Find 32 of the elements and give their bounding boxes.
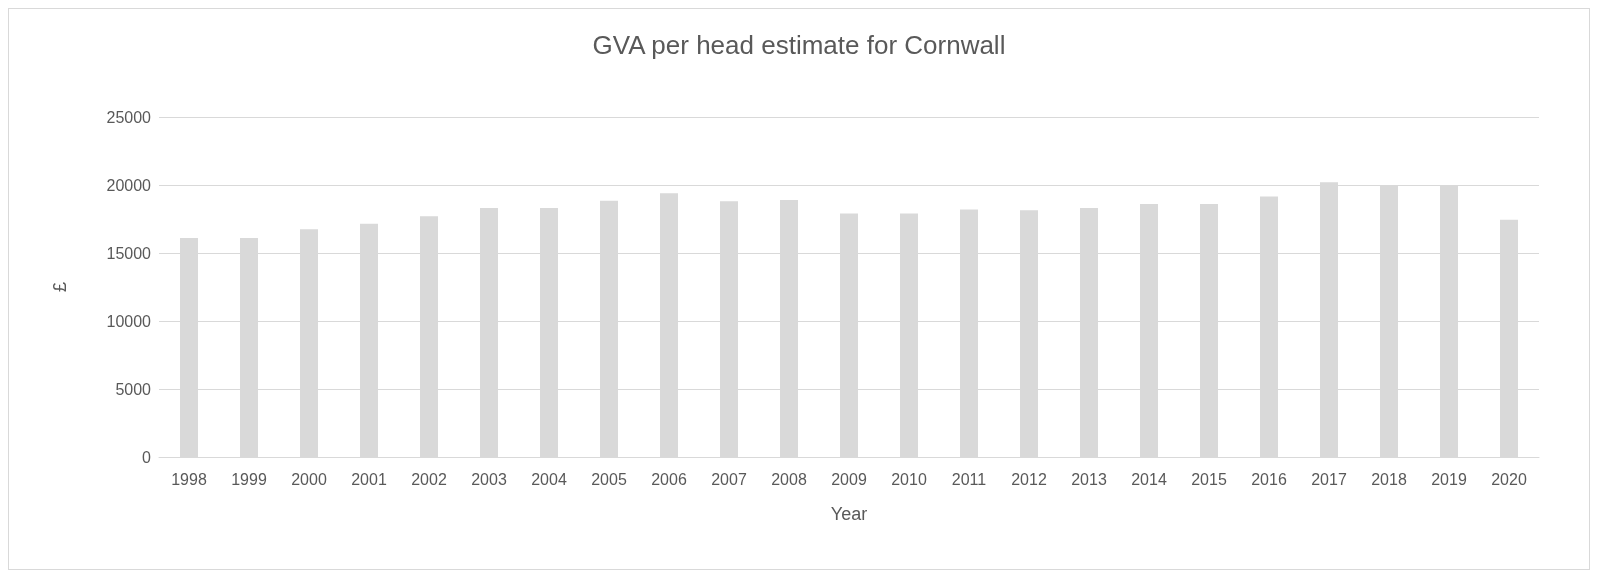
x-tick-label: 2012 [1011, 470, 1047, 488]
x-axis-title: Year [830, 504, 868, 524]
x-tick-label: 2008 [771, 470, 807, 488]
x-tick-label: 2010 [891, 470, 927, 488]
x-tick-label: 2013 [1071, 470, 1107, 488]
y-axis-title: £ [50, 281, 70, 293]
x-tick-label: 2018 [1371, 470, 1407, 488]
x-tick-label: 2003 [471, 470, 507, 488]
x-tick-label: 2000 [291, 470, 327, 488]
x-tick-label: 2014 [1131, 470, 1167, 488]
x-tick-label: 2002 [411, 470, 447, 488]
chart-title: GVA per head estimate for Cornwall [592, 30, 1006, 60]
y-tick-label: 0 [142, 448, 152, 466]
x-tick-label: 1999 [231, 470, 267, 488]
x-tick-label: 2017 [1311, 470, 1347, 488]
x-tick-label: 2016 [1251, 470, 1287, 488]
y-tick-label: 25000 [106, 108, 152, 126]
x-tick-label: 1998 [171, 470, 207, 488]
x-tick-label: 2004 [531, 470, 567, 488]
x-tick-label: 2007 [711, 470, 747, 488]
x-tick-label: 2001 [351, 470, 387, 488]
x-tick-label: 2009 [831, 470, 867, 488]
x-tick-label: 2006 [651, 470, 687, 488]
y-tick-label: 15000 [106, 244, 152, 262]
x-tick-label: 2019 [1431, 470, 1467, 488]
x-tick-label: 2005 [591, 470, 627, 488]
y-tick-label: 5000 [115, 380, 152, 398]
x-tick-label: 2020 [1491, 470, 1527, 488]
y-tick-label: 20000 [106, 176, 152, 194]
x-tick-label: 2015 [1191, 470, 1227, 488]
x-tick-label: 2011 [951, 470, 987, 488]
y-tick-label: 10000 [106, 312, 152, 330]
